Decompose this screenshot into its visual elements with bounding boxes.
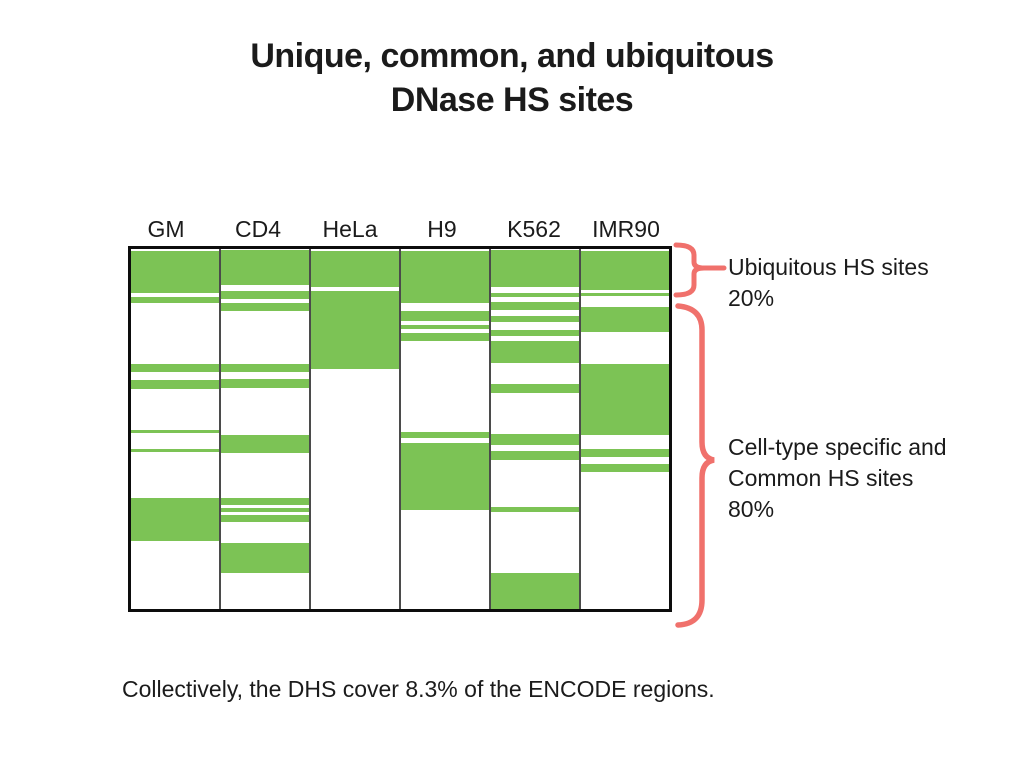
celltype-label: Cell-type specific and Common HS sites 8… [728,432,947,525]
hs-site-band [581,364,669,435]
slide-title-line1: Unique, common, and ubiquitous [250,37,774,75]
hs-site-band [221,543,309,573]
hs-site-band [491,341,579,363]
hs-site-band [131,430,219,433]
hs-site-band [491,384,579,393]
hs-site-band [131,364,219,372]
column-label-imr90: IMR90 [592,216,660,242]
hs-site-band [221,364,309,372]
heatmap-column-imr90 [581,249,669,609]
hs-site-band [491,316,579,322]
hs-site-band [581,251,669,290]
celltype-label-line1: Cell-type specific and [728,434,947,460]
hs-site-band [491,507,579,512]
hs-site-band [491,434,579,445]
hs-site-band [581,307,669,332]
hs-site-band [491,293,579,297]
hs-site-band [491,302,579,310]
heatmap-column-hela [311,249,401,609]
heatmap-column-gm [131,249,221,609]
hs-site-band [221,498,309,505]
hs-site-band [581,464,669,472]
hs-site-band [221,250,309,285]
hs-site-band [221,508,309,512]
hs-site-band [221,291,309,299]
slide-caption: Collectively, the DHS cover 8.3% of the … [122,676,715,702]
ubiquitous-label: Ubiquitous HS sites 20% [728,252,929,314]
hs-site-band [311,291,399,369]
ubiquitous-label-line2: 20% [728,285,775,311]
ubiquitous-label-line1: Ubiquitous HS sites [728,254,929,280]
hs-site-band [221,379,309,388]
column-label-cd4: CD4 [234,216,281,242]
hs-site-band [491,330,579,336]
hs-site-band [581,449,669,457]
hs-site-band [311,251,399,287]
hs-site-band [221,435,309,453]
ubiquitous-bracket-icon [673,242,705,298]
celltype-label-line2: Common HS sites [728,465,914,491]
hs-site-band [401,443,489,510]
hs-site-band [221,515,309,522]
hs-site-band [131,449,219,452]
heatmap-column-k562 [491,249,581,609]
celltype-bracket-icon [675,303,715,628]
slide-title: Unique, common, and ubiquitous DNase HS … [0,34,1024,122]
hs-site-band [491,451,579,460]
hs-site-band [131,251,219,293]
heatmap-column-h9 [401,249,491,609]
brackets [673,242,727,628]
hs-site-band [401,432,489,438]
column-labels: GM CD4 HeLa H9 K562 IMR90 [120,216,672,246]
column-label-h9: H9 [427,216,457,242]
hs-site-band [131,380,219,389]
heatmap-column-cd4 [221,249,311,609]
hs-site-band [401,251,489,303]
slide-title-line2: DNase HS sites [390,81,634,119]
hs-site-band [581,293,669,296]
column-label-hela: HeLa [322,216,378,242]
hs-site-band [221,303,309,311]
hs-site-band [401,333,489,341]
celltype-label-line3: 80% [728,496,775,522]
hs-site-band [401,311,489,321]
hs-site-band [131,498,219,541]
hs-site-band [401,325,489,329]
column-label-gm: GM [147,216,185,242]
hs-site-band [491,250,579,287]
hs-site-band [131,297,219,303]
hs-site-band [491,573,579,609]
column-label-k562: K562 [507,216,561,242]
heatmap-grid [128,246,672,612]
